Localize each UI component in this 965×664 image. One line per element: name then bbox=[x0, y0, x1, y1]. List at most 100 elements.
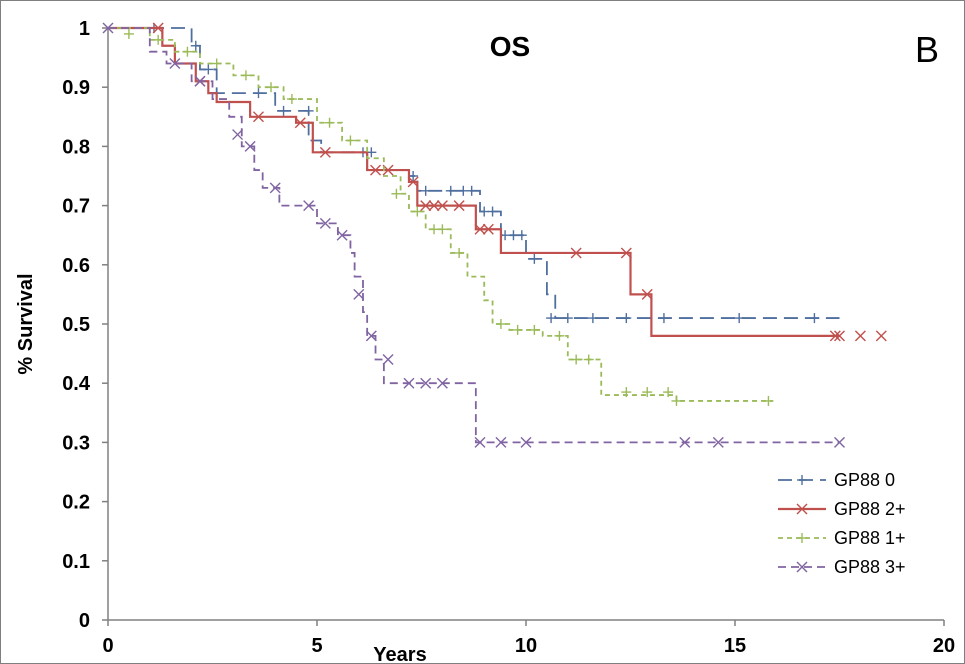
censor-mark-gp88-0 bbox=[445, 185, 456, 196]
series-line-gp88-2plus bbox=[108, 26, 840, 337]
censor-mark-gp88-3plus bbox=[244, 140, 256, 152]
censor-mark-gp88-3plus bbox=[382, 354, 394, 366]
series-line-gp88-1plus bbox=[108, 27, 773, 402]
censor-mark-gp88-1plus bbox=[763, 395, 774, 406]
censor-mark-gp88-3plus bbox=[436, 377, 448, 389]
legend-label: GP88 0 bbox=[834, 470, 895, 490]
x-tick-label: 20 bbox=[933, 635, 955, 657]
legend-label: GP88 2+ bbox=[834, 499, 906, 519]
y-ticks: 0 0.1 0.2 0.3 0.4 0.5 0.6 0.7 0.8 0.9 1 bbox=[62, 18, 108, 632]
legend-item-gp88-0: GP88 0 bbox=[778, 470, 895, 490]
legend-label: GP88 1+ bbox=[834, 528, 906, 548]
series-line-gp88-0 bbox=[108, 27, 840, 319]
y-axis-title: % Survival bbox=[15, 273, 37, 374]
censor-mark-gp88-2plus bbox=[319, 146, 331, 158]
legend-label: GP88 3+ bbox=[834, 557, 906, 577]
y-tick-label: 0.7 bbox=[62, 196, 90, 218]
censor-mark-gp88-0 bbox=[420, 185, 431, 196]
censor-mark-gp88-1plus bbox=[554, 330, 565, 341]
series-gp88-1plus bbox=[108, 27, 774, 406]
censor-mark-gp88-0 bbox=[587, 313, 598, 324]
censor-mark-gp88-3plus bbox=[232, 129, 244, 141]
y-tick-label: 0.4 bbox=[62, 373, 91, 395]
legend-item-gp88-1plus: GP88 1+ bbox=[778, 528, 906, 548]
censor-mark-gp88-0 bbox=[621, 313, 632, 324]
legend-marker bbox=[797, 475, 807, 485]
censor-mark-gp88-1plus bbox=[391, 188, 402, 199]
legend-item-gp88-2plus: GP88 2+ bbox=[778, 499, 906, 519]
series-line-gp88-3plus bbox=[108, 27, 840, 444]
censor-mark-gp88-3plus bbox=[269, 182, 281, 194]
censor-mark-gp88-0 bbox=[466, 185, 477, 196]
censor-mark-gp88-2plus bbox=[875, 330, 887, 342]
legend-marker bbox=[796, 503, 808, 515]
censor-mark-gp88-3plus bbox=[474, 436, 486, 448]
censor-mark-gp88-1plus bbox=[437, 224, 448, 235]
y-tick-label: 0.6 bbox=[62, 255, 90, 277]
censor-mark-gp88-1plus bbox=[286, 94, 297, 105]
censor-mark-gp88-1plus bbox=[454, 247, 465, 258]
series-gp88-0 bbox=[108, 23, 840, 324]
series-layer bbox=[102, 22, 887, 448]
censor-mark-gp88-1plus bbox=[495, 319, 506, 329]
censor-mark-gp88-1plus bbox=[240, 70, 251, 81]
censor-mark-gp88-3plus bbox=[403, 377, 415, 389]
censor-mark-gp88-1plus bbox=[529, 324, 540, 335]
censor-mark-gp88-2plus bbox=[620, 247, 632, 259]
censor-mark-gp88-2plus bbox=[829, 330, 841, 342]
plot-area: 0 5 10 15 20 0 0.1 0.2 0.3 0.4 0.5 0.6 0.7 0.8 0.9 1 bbox=[62, 18, 955, 657]
y-tick-label: 0 bbox=[79, 610, 90, 632]
censor-mark-gp88-0 bbox=[303, 105, 314, 116]
censor-mark-gp88-0 bbox=[809, 313, 820, 324]
censor-mark-gp88-1plus bbox=[663, 387, 674, 398]
censor-mark-gp88-0 bbox=[516, 230, 527, 241]
x-axis-title: Years bbox=[373, 644, 426, 664]
censor-mark-gp88-1plus bbox=[123, 28, 134, 39]
censor-mark-gp88-0 bbox=[487, 206, 498, 217]
censor-mark-gp88-1plus bbox=[345, 135, 356, 146]
legend-item-gp88-3plus: GP88 3+ bbox=[778, 557, 906, 577]
x-tick-label: 0 bbox=[102, 635, 113, 657]
censor-mark-gp88-0 bbox=[190, 40, 201, 51]
y-tick-label: 0.1 bbox=[62, 551, 90, 573]
censor-mark-gp88-2plus bbox=[834, 330, 845, 342]
censor-mark-gp88-1plus bbox=[621, 387, 632, 398]
y-tick-label: 0.9 bbox=[62, 77, 90, 99]
censor-mark-gp88-3plus bbox=[679, 436, 691, 448]
censor-mark-gp88-0 bbox=[458, 185, 469, 196]
censor-mark-gp88-0 bbox=[562, 313, 573, 324]
panel-label: B bbox=[915, 29, 939, 70]
x-ticks: 0 5 10 15 20 bbox=[102, 620, 955, 657]
censor-mark-gp88-1plus bbox=[182, 46, 193, 57]
y-tick-label: 0.3 bbox=[62, 432, 90, 454]
censor-mark-gp88-0 bbox=[529, 253, 540, 264]
censor-mark-gp88-3plus bbox=[336, 229, 348, 241]
censor-mark-gp88-0 bbox=[278, 105, 289, 116]
y-tick-label: 0.2 bbox=[62, 492, 90, 514]
censor-mark-gp88-2plus bbox=[370, 164, 382, 176]
censor-mark-gp88-2plus bbox=[641, 288, 653, 300]
censor-mark-gp88-2plus bbox=[453, 200, 465, 212]
censor-mark-gp88-2plus bbox=[854, 330, 866, 342]
y-tick-label: 0.5 bbox=[62, 314, 90, 336]
censor-mark-gp88-0 bbox=[734, 313, 745, 324]
censor-mark-gp88-0 bbox=[508, 230, 519, 241]
censor-mark-gp88-1plus bbox=[571, 354, 582, 365]
censor-mark-gp88-3plus bbox=[194, 75, 206, 87]
legend-marker bbox=[797, 533, 807, 543]
censor-mark-gp88-1plus bbox=[671, 395, 682, 406]
censor-mark-gp88-3plus bbox=[169, 58, 181, 70]
x-tick-label: 15 bbox=[724, 635, 746, 657]
censor-mark-gp88-0 bbox=[203, 64, 214, 75]
censor-mark-gp88-2plus bbox=[428, 200, 440, 212]
censor-mark-gp88-2plus bbox=[407, 176, 419, 188]
censor-mark-gp88-1plus bbox=[412, 206, 423, 217]
y-tick-label: 0.8 bbox=[62, 136, 90, 158]
censor-mark-gp88-1plus bbox=[512, 324, 523, 335]
series-gp88-2plus bbox=[108, 22, 887, 342]
x-tick-label: 5 bbox=[311, 635, 322, 657]
censor-mark-gp88-3plus bbox=[319, 217, 331, 229]
censor-mark-gp88-3plus bbox=[834, 436, 845, 448]
censor-mark-gp88-2plus bbox=[420, 200, 432, 212]
